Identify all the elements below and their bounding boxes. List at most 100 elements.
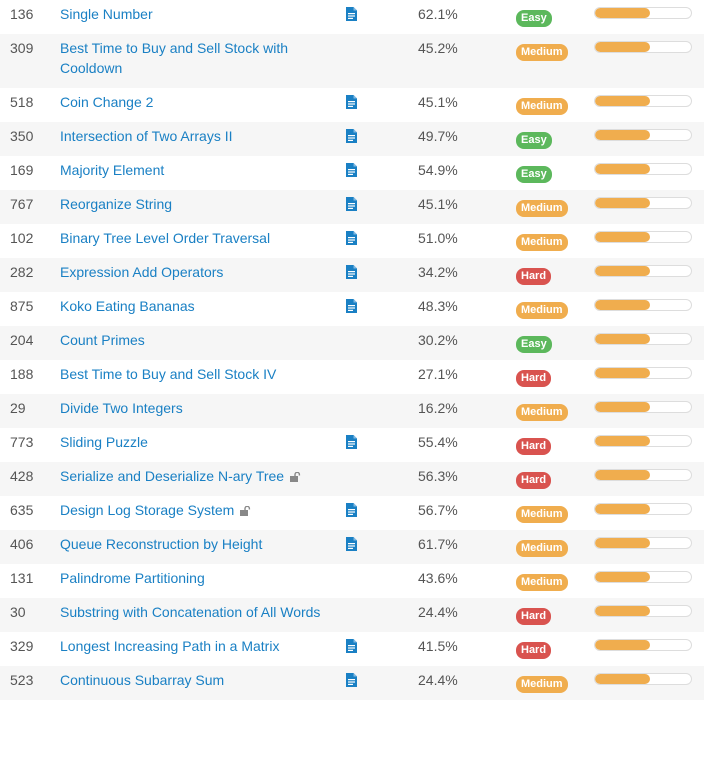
difficulty-badge: Medium [516, 302, 568, 319]
problem-id: 773 [10, 434, 34, 450]
solution-article-icon[interactable] [346, 265, 357, 279]
solution-article-icon[interactable] [346, 299, 357, 313]
problem-table-body: 136 Single Number 62.1% Easy 309 Best Ti… [0, 0, 704, 700]
solution-article-icon[interactable] [346, 197, 357, 211]
difficulty-cell: Easy [516, 0, 594, 34]
frequency-bar-fill [595, 402, 650, 412]
acceptance-rate: 16.2% [418, 394, 516, 428]
problem-id: 635 [10, 502, 34, 518]
acceptance-rate: 43.6% [418, 570, 458, 586]
solution-article-icon[interactable] [346, 95, 357, 109]
problem-title-link[interactable]: Serialize and Deserialize N-ary Tree [60, 468, 285, 484]
solution-article-icon[interactable] [346, 7, 357, 21]
difficulty-cell: Medium [516, 88, 594, 122]
acceptance-rate: 49.7% [418, 122, 516, 156]
table-row: 102 Binary Tree Level Order Traversal 51… [0, 224, 704, 258]
table-row: 188 Best Time to Buy and Sell Stock IV 2… [0, 360, 704, 394]
solution-article-icon[interactable] [346, 163, 357, 177]
difficulty-badge: Hard [516, 472, 552, 489]
table-row: 329 Longest Increasing Path in a Matrix … [0, 632, 704, 666]
frequency-cell [594, 156, 704, 190]
problem-title-link[interactable]: Best Time to Buy and Sell Stock with Coo… [60, 40, 288, 76]
acceptance-rate: 61.7% [418, 530, 516, 564]
frequency-cell [594, 224, 704, 258]
lock-icon [240, 506, 251, 516]
difficulty-cell: Hard [516, 462, 594, 496]
problem-title-link[interactable]: Palindrome Partitioning [60, 570, 205, 586]
solution-article-icon[interactable] [346, 537, 357, 551]
solution-cell [346, 360, 418, 394]
table-row: 136 Single Number 62.1% Easy [0, 0, 704, 34]
frequency-cell [594, 530, 704, 564]
problem-id: 329 [10, 638, 34, 654]
frequency-cell [594, 462, 704, 496]
acceptance-rate: 41.5% [418, 638, 458, 654]
difficulty-badge: Hard [516, 608, 552, 625]
problem-title-cell: Intersection of Two Arrays II [60, 122, 346, 156]
frequency-bar [594, 401, 692, 413]
acceptance-rate: 45.2% [418, 34, 516, 88]
acceptance-rate: 30.2% [418, 326, 516, 360]
problem-id: 102 [10, 230, 34, 246]
difficulty-badge: Hard [516, 370, 552, 387]
frequency-cell [594, 292, 704, 326]
problem-title-link[interactable]: Count Primes [60, 332, 145, 348]
problem-id: 523 [0, 666, 60, 700]
solution-article-icon[interactable] [346, 231, 357, 245]
problem-title-link[interactable]: Design Log Storage System [60, 502, 235, 518]
frequency-bar [594, 231, 692, 243]
problem-id: 169 [10, 162, 34, 178]
acceptance-rate: 27.1% [418, 366, 458, 382]
problem-title-link[interactable]: Coin Change 2 [60, 94, 154, 110]
problem-title-link[interactable]: Divide Two Integers [60, 400, 183, 416]
problem-title-cell: Sliding Puzzle [60, 428, 346, 462]
problem-title-cell: Palindrome Partitioning [60, 564, 346, 598]
difficulty-cell: Medium [516, 190, 594, 224]
difficulty-badge: Easy [516, 166, 552, 183]
problem-title-link[interactable]: Binary Tree Level Order Traversal [60, 230, 271, 246]
problem-title-link[interactable]: Reorganize String [60, 196, 173, 212]
problem-title-link[interactable]: Longest Increasing Path in a Matrix [60, 638, 280, 654]
problem-table: 136 Single Number 62.1% Easy 309 Best Ti… [0, 0, 704, 700]
frequency-bar-fill [595, 42, 650, 52]
frequency-bar [594, 299, 692, 311]
problem-title-cell: Longest Increasing Path in a Matrix [60, 632, 346, 666]
solution-article-icon[interactable] [346, 129, 357, 143]
frequency-cell [594, 496, 704, 530]
difficulty-badge: Easy [516, 10, 552, 27]
frequency-bar-fill [595, 130, 650, 140]
frequency-bar-fill [595, 300, 650, 310]
difficulty-badge: Hard [516, 268, 552, 285]
problem-title-cell: Best Time to Buy and Sell Stock with Coo… [60, 34, 346, 88]
table-row: 875 Koko Eating Bananas 48.3% Medium [0, 292, 704, 326]
problem-title-link[interactable]: Koko Eating Bananas [60, 298, 195, 314]
problem-title-link[interactable]: Continuous Subarray Sum [60, 672, 225, 688]
frequency-bar-fill [595, 674, 650, 684]
problem-title-link[interactable]: Expression Add Operators [60, 264, 224, 280]
problem-id: 188 [10, 366, 34, 382]
frequency-bar [594, 95, 692, 107]
problem-title-link[interactable]: Queue Reconstruction by Height [60, 536, 263, 552]
problem-title-cell: Expression Add Operators [60, 258, 346, 292]
solution-article-icon[interactable] [346, 673, 357, 687]
acceptance-rate: 24.4% [418, 666, 516, 700]
problem-title-link[interactable]: Best Time to Buy and Sell Stock IV [60, 366, 277, 382]
problem-title-cell: Serialize and Deserialize N-ary Tree [60, 462, 346, 496]
problem-title-cell: Continuous Subarray Sum [60, 666, 346, 700]
frequency-bar [594, 435, 692, 447]
solution-article-icon[interactable] [346, 639, 357, 653]
solution-cell [346, 0, 418, 34]
frequency-bar-fill [595, 334, 650, 344]
problem-title-link[interactable]: Majority Element [60, 162, 165, 178]
solution-article-icon[interactable] [346, 435, 357, 449]
problem-title-link[interactable]: Intersection of Two Arrays II [60, 128, 233, 144]
problem-title-link[interactable]: Single Number [60, 6, 153, 22]
acceptance-rate: 62.1% [418, 6, 458, 22]
problem-title-link[interactable]: Substring with Concatenation of All Word… [60, 604, 321, 620]
problem-title-cell: Binary Tree Level Order Traversal [60, 224, 346, 258]
solution-article-icon[interactable] [346, 503, 357, 517]
problem-id: 204 [0, 326, 60, 360]
difficulty-badge: Hard [516, 438, 552, 455]
problem-title-cell: Divide Two Integers [60, 394, 346, 428]
problem-title-link[interactable]: Sliding Puzzle [60, 434, 148, 450]
